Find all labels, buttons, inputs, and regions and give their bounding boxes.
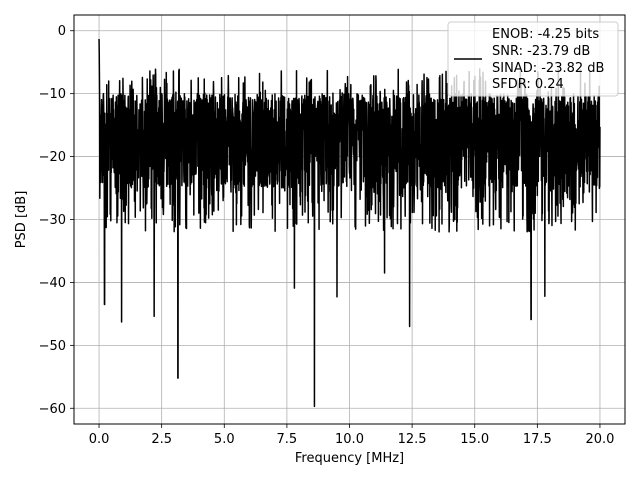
- legend-box: [447, 21, 619, 97]
- x-tick-label: 12.5: [398, 432, 427, 447]
- y-axis-label: PSD [dB]: [14, 191, 29, 249]
- legend-entry-sinad: SINAD: -23.82 dB: [492, 61, 604, 76]
- x-tick-label: 5.0: [214, 432, 235, 447]
- legend: ENOB: -4.25 bits SNR: -23.79 dB SINAD: -…: [447, 21, 619, 97]
- x-tick-label: 15.0: [460, 432, 489, 447]
- legend-entry-snr: SNR: -23.79 dB: [492, 44, 590, 59]
- y-tick-label: −60: [39, 402, 66, 417]
- x-tick-label: 2.5: [151, 432, 172, 447]
- x-axis-label: Frequency [MHz]: [295, 451, 404, 466]
- x-axis-ticks: 0.0 2.5 5.0 7.5 10.0 12.5 15.0 17.5 20.0: [89, 424, 614, 447]
- y-tick-label: −50: [39, 339, 66, 354]
- x-tick-label: 7.5: [277, 432, 298, 447]
- x-tick-label: 17.5: [523, 432, 552, 447]
- legend-entry-enob: ENOB: -4.25 bits: [492, 27, 599, 42]
- y-tick-label: 0: [58, 24, 66, 39]
- y-tick-label: −30: [39, 213, 66, 228]
- legend-entry-sfdr: SFDR: 0.24: [492, 77, 564, 92]
- x-tick-label: 20.0: [585, 432, 614, 447]
- y-tick-label: −10: [39, 87, 66, 102]
- x-tick-label: 0.0: [89, 432, 110, 447]
- y-axis-ticks: 0 −10 −20 −30 −40 −50 −60: [39, 24, 74, 417]
- x-tick-label: 10.0: [335, 432, 364, 447]
- y-tick-label: −40: [39, 276, 66, 291]
- psd-series-line: [98, 38, 601, 408]
- y-tick-label: −20: [39, 150, 66, 165]
